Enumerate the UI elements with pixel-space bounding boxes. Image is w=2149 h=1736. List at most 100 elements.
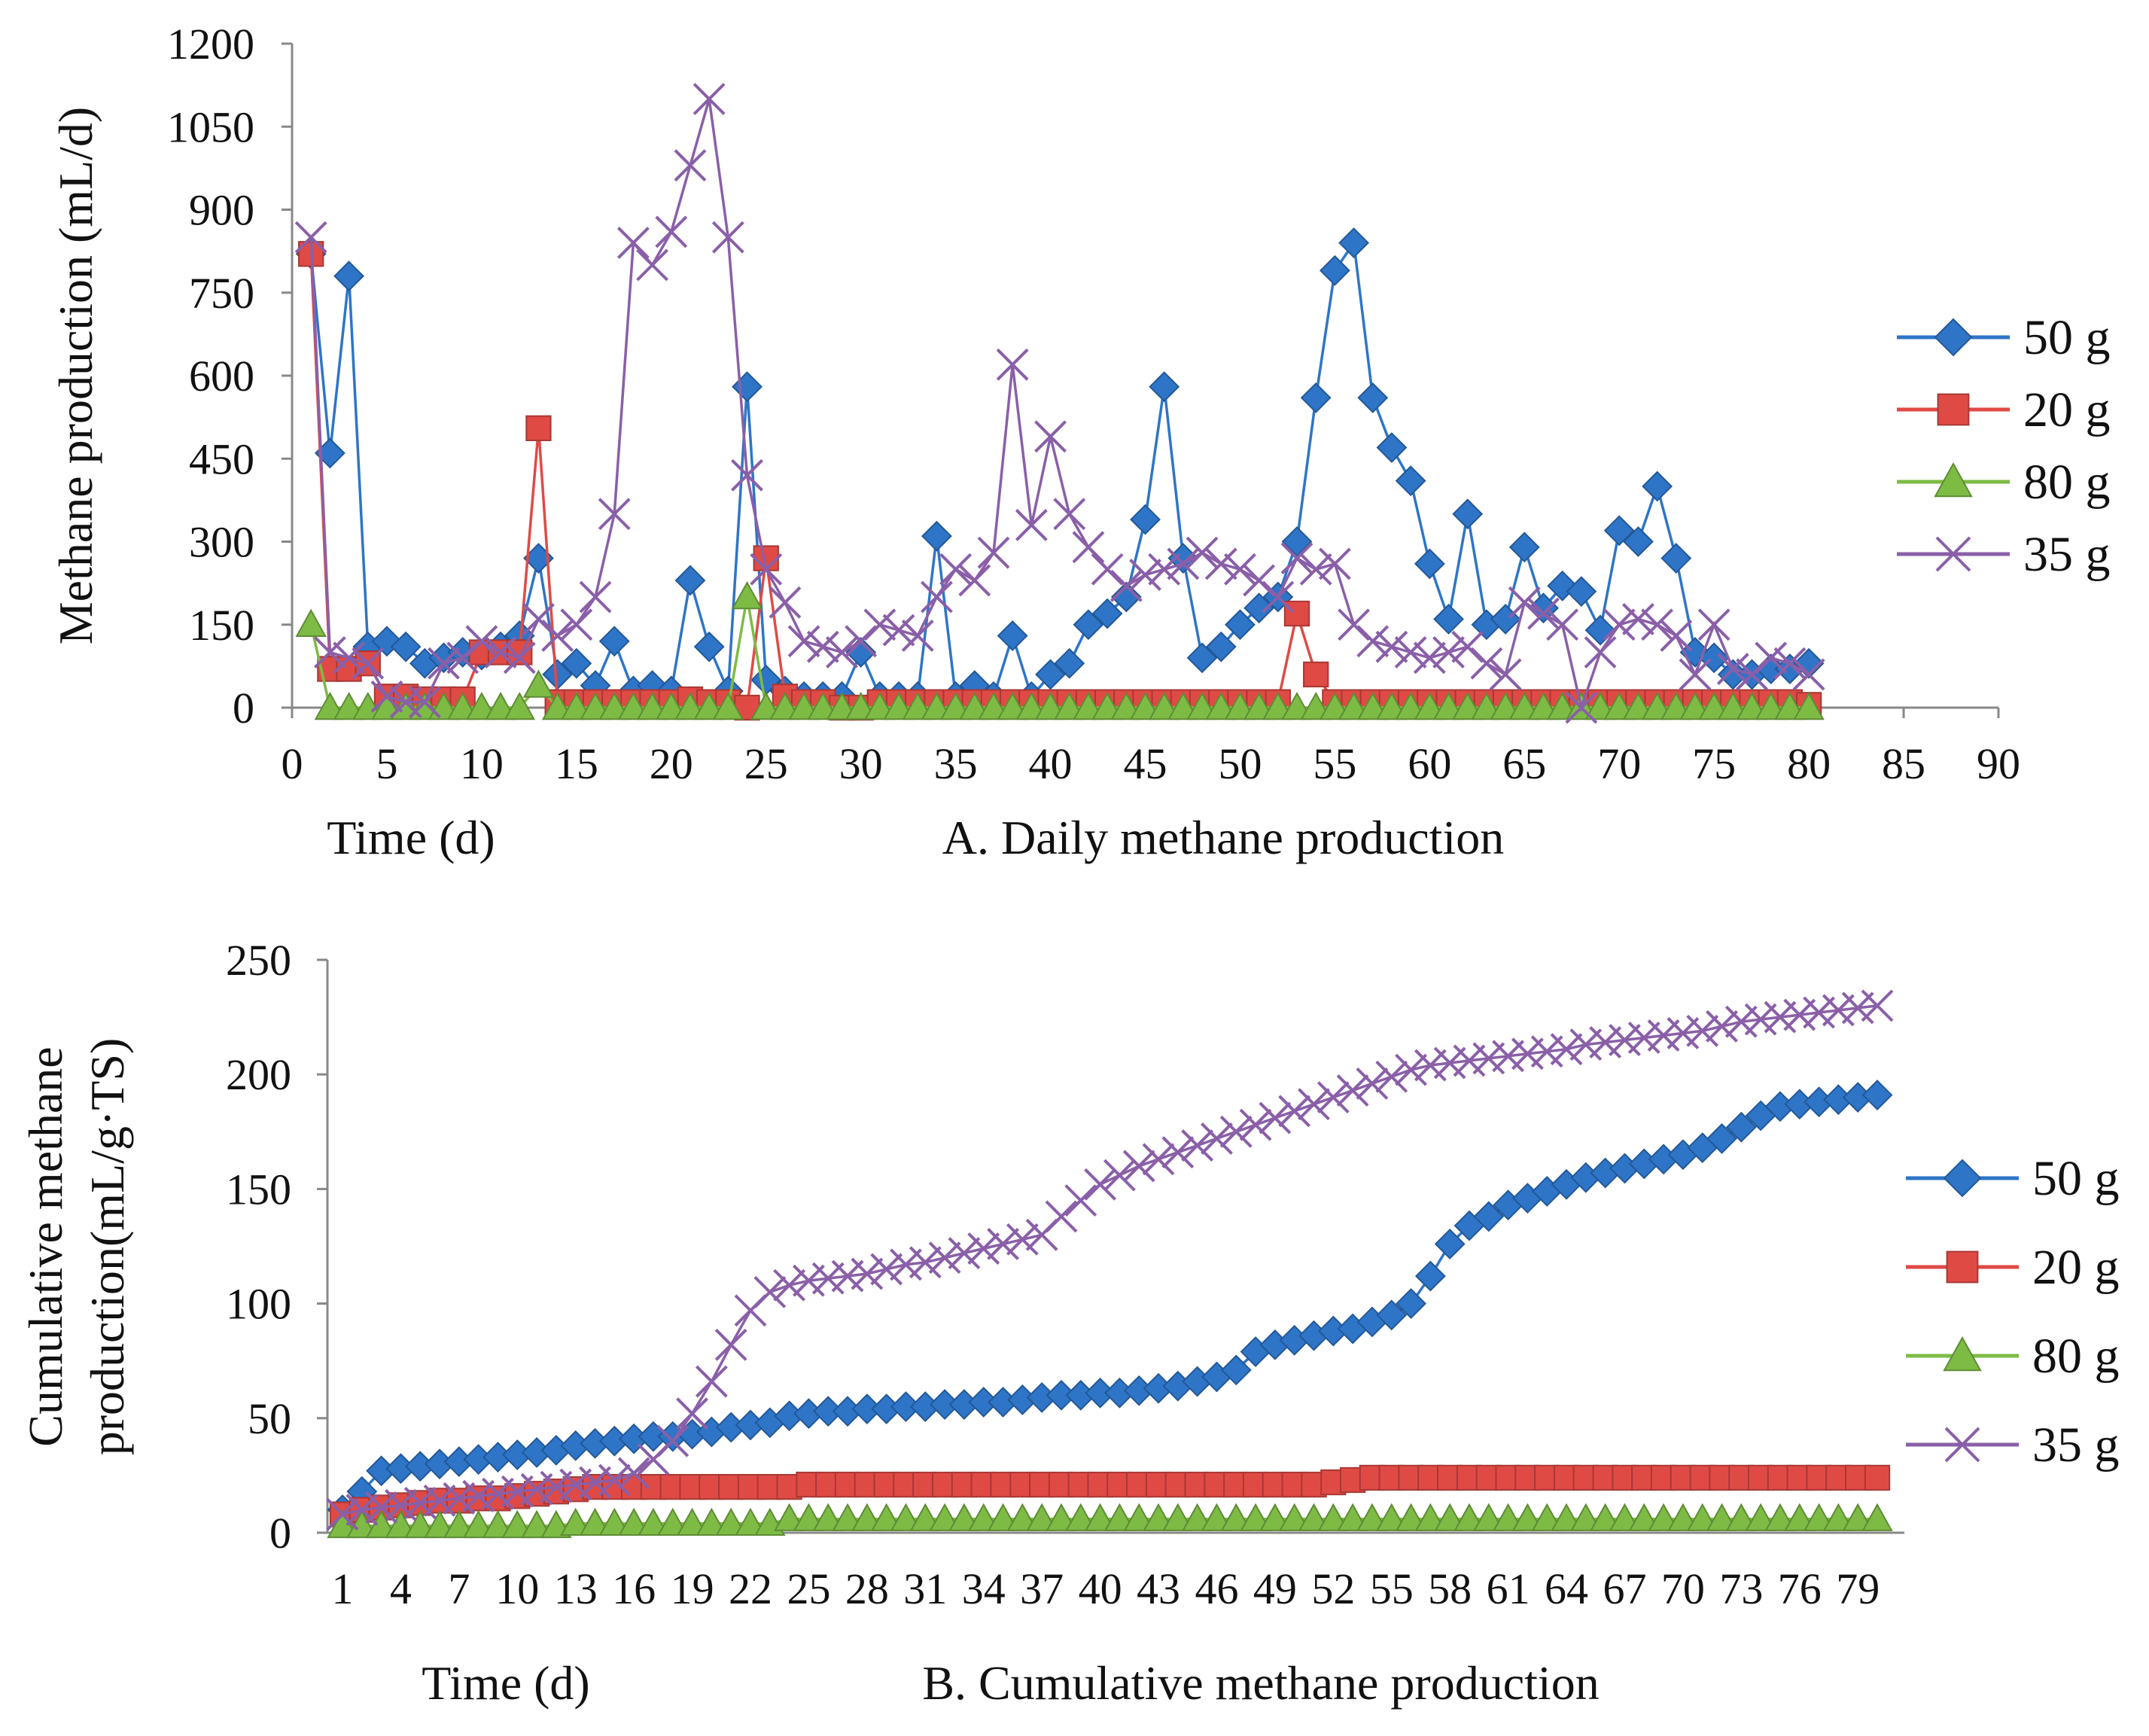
b-point xyxy=(1142,1143,1175,1176)
b-legend-marker xyxy=(1946,1250,1979,1284)
a-x-tick-label: 10 xyxy=(460,739,504,788)
b-legend-label: 50 g xyxy=(2032,1151,2120,1206)
b-y-tick-label: 100 xyxy=(226,1280,291,1329)
b-x-tick-label: 37 xyxy=(1020,1564,1064,1613)
b-point xyxy=(1143,1503,1174,1531)
a-point xyxy=(1792,658,1825,691)
b-point xyxy=(1026,1503,1058,1531)
a-point xyxy=(1376,432,1408,463)
a-point xyxy=(636,691,668,720)
a-point xyxy=(1489,658,1522,691)
a-point xyxy=(484,636,517,669)
a-x-tick-label: 50 xyxy=(1218,739,1262,788)
a-point xyxy=(806,630,839,663)
a-point xyxy=(807,691,839,720)
a-legend-label: 50 g xyxy=(2023,310,2111,365)
a-x-tick-label: 90 xyxy=(1977,739,2020,788)
a-point xyxy=(294,221,327,254)
a-point-stroke2 xyxy=(1356,625,1390,658)
b-point xyxy=(521,1509,552,1539)
b-y-axis-label-line2: production(mL/g·TS) xyxy=(81,1038,134,1456)
b-x-tick-label: 40 xyxy=(1079,1564,1122,1613)
a-point-stroke2 xyxy=(996,348,1029,381)
a-point-stroke2 xyxy=(845,625,878,658)
b-legend-marker xyxy=(1943,1336,1982,1372)
a-point xyxy=(788,691,820,720)
a-point-stroke2 xyxy=(1413,641,1446,675)
b-point xyxy=(676,1507,708,1537)
b-point xyxy=(1356,1067,1389,1100)
a-point xyxy=(1376,691,1408,720)
b-point xyxy=(773,1268,806,1302)
b-y-axis-label: Cumulative methane xyxy=(19,1046,72,1446)
b-legend-label: 80 g xyxy=(2032,1329,2120,1384)
a-x-tick-label: 65 xyxy=(1502,739,1546,788)
a-point xyxy=(1508,531,1540,563)
b-point xyxy=(1473,1503,1505,1531)
a-point-stroke2 xyxy=(616,227,650,260)
b-point xyxy=(1514,1464,1541,1491)
b-point xyxy=(501,1509,533,1539)
a-point xyxy=(750,691,782,720)
b-point xyxy=(1045,1200,1078,1233)
a-point-stroke2 xyxy=(1641,608,1674,641)
b-point xyxy=(1316,1081,1350,1114)
chart-cumulative-methane: 0 50 100 150 200 250 1 4 7 10 13 16 19 22 25 28 31 34 37 4… xyxy=(19,936,2120,1710)
b-point xyxy=(424,1509,455,1539)
a-x-tick-label: 75 xyxy=(1692,739,1736,788)
a-point xyxy=(997,691,1028,720)
b-point xyxy=(1259,1503,1291,1531)
b-point xyxy=(851,1503,883,1531)
a-point xyxy=(352,647,385,680)
a-point xyxy=(1054,691,1085,720)
b-point-stroke2 xyxy=(1395,1053,1427,1086)
b-point xyxy=(968,1503,1000,1531)
b-point xyxy=(1686,1014,1719,1047)
b-x-tick-label: 13 xyxy=(554,1564,598,1613)
a-point xyxy=(1303,661,1329,688)
a-point-stroke2 xyxy=(333,641,365,675)
a-point xyxy=(1034,420,1067,453)
a-point xyxy=(1283,600,1310,627)
a-point-stroke2 xyxy=(1243,564,1276,597)
a-point xyxy=(1736,658,1768,691)
a-point xyxy=(1243,564,1276,597)
b-point xyxy=(1822,1503,1855,1531)
a-point xyxy=(996,348,1029,381)
a-x-tick-label: 70 xyxy=(1597,739,1641,788)
b-point xyxy=(1589,1503,1621,1531)
a-point xyxy=(1243,691,1275,720)
b-point-stroke2 xyxy=(967,1232,1000,1265)
a-point-stroke2 xyxy=(1224,553,1256,586)
a-legend-label: 80 g xyxy=(2023,455,2111,510)
a-point xyxy=(1110,569,1143,602)
b-point xyxy=(812,1503,844,1531)
b-point xyxy=(793,1503,825,1531)
a-point-stroke2 xyxy=(1129,559,1161,592)
b-point-stroke2 xyxy=(656,1424,689,1457)
a-point xyxy=(731,458,763,492)
a-point-stroke2 xyxy=(1508,586,1541,619)
a-point xyxy=(845,625,878,658)
b-point-stroke2 xyxy=(1122,1150,1155,1183)
a-point xyxy=(1205,691,1237,720)
a-point-stroke2 xyxy=(826,636,858,669)
a-point xyxy=(598,626,630,657)
b-x-tick-label: 67 xyxy=(1603,1564,1646,1613)
a-point xyxy=(883,691,915,720)
a-point-stroke2 xyxy=(1603,608,1636,641)
b-point xyxy=(443,1509,475,1539)
a-point-stroke2 xyxy=(1773,647,1807,680)
a-point xyxy=(446,641,479,675)
b-point xyxy=(909,1503,942,1531)
a-point xyxy=(864,691,896,720)
a-point-stroke2 xyxy=(711,221,744,254)
a-y-tick-label: 600 xyxy=(189,352,254,400)
a-point xyxy=(977,536,1010,569)
a-point xyxy=(1414,548,1445,580)
b-point-stroke2 xyxy=(1045,1200,1078,1233)
b-point xyxy=(1609,1503,1641,1531)
a-point xyxy=(1091,691,1123,720)
a-point-stroke2 xyxy=(787,625,820,658)
